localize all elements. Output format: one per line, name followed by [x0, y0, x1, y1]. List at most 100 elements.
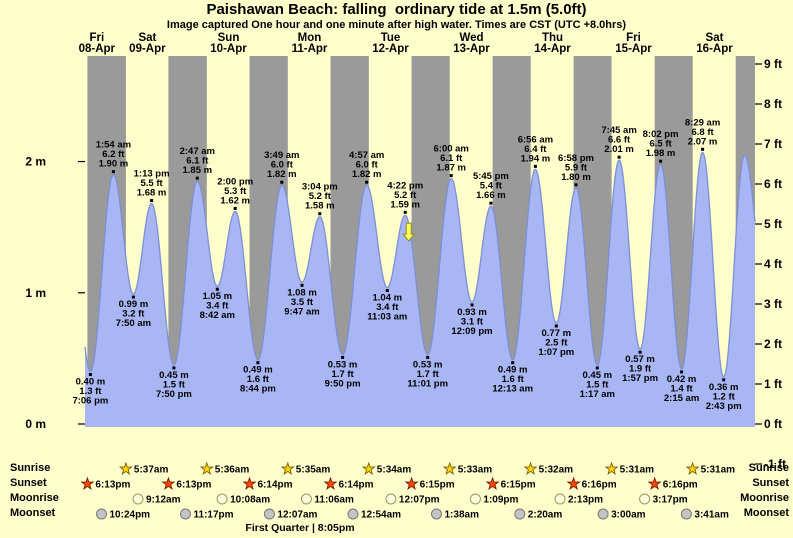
tide-extreme-dot — [195, 176, 199, 180]
tide-annotation-low: 1.7 ft — [332, 369, 355, 380]
tide-annotation-high: 6:00 am — [434, 144, 469, 155]
moonset-time: 10:24pm — [110, 510, 151, 521]
tide-annotation-high: 2:00 pm — [217, 176, 253, 187]
chart-subtitle: Image captured One hour and one minute a… — [166, 19, 627, 31]
tide-annotation-high: 3:04 pm — [302, 182, 338, 193]
tide-annotation-high: 1.62 m — [220, 195, 250, 206]
tide-annotation-low: 0.57 m — [625, 354, 655, 365]
moonrise-row-label-right: Moonrise — [740, 492, 789, 504]
tide-extreme-dot — [131, 295, 135, 299]
tide-annotation-high: 6.5 ft — [650, 139, 673, 150]
sunset-time: 6:14pm — [258, 480, 293, 491]
sunset-time: 6:13pm — [176, 480, 211, 491]
tide-annotation-high: 6:58 pm — [558, 153, 594, 164]
tide-extreme-dot — [256, 361, 260, 365]
day-label-weekday: Sat — [138, 32, 156, 44]
sunset-icon — [80, 476, 95, 491]
moonrise-time: 12:07pm — [399, 495, 440, 506]
current-time-arrow-icon — [402, 222, 416, 242]
tide-curve-line — [84, 151, 756, 378]
tide-annotation-low: 0.42 m — [667, 374, 697, 385]
moonset-icon — [347, 508, 359, 520]
moonset-time: 11:17pm — [194, 510, 234, 521]
tide-extreme-dot — [318, 212, 322, 216]
moonset-time: 3:00am — [611, 510, 646, 521]
moonrise-icon — [300, 493, 312, 505]
moonrise-time: 11:06am — [314, 495, 354, 506]
tide-extreme-dot — [111, 170, 115, 174]
tide-annotation-high: 8:02 pm — [643, 129, 679, 140]
tide-annotation-high: 2.01 m — [604, 144, 634, 155]
tide-annotation-high: 5.2 ft — [394, 190, 417, 201]
moonrise-time: 2:13pm — [568, 495, 603, 506]
sunset-time: 6:15pm — [420, 480, 455, 491]
tide-annotation-high: 4:22 pm — [387, 180, 423, 191]
tide-annotation-low: 0.49 m — [498, 365, 528, 376]
tide-annotation-low: 1:07 pm — [538, 347, 574, 358]
moonrise-time: 1:09pm — [483, 495, 518, 506]
moonset-icon — [180, 508, 191, 520]
tide-annotation-low: 2:43 pm — [706, 401, 742, 412]
tide-annotation-high: 5:45 pm — [473, 171, 509, 182]
day-label-date: 16-Apr — [696, 43, 733, 55]
tide-annotation-high: 6.1 ft — [186, 156, 209, 167]
tide-annotation-low: 3.4 ft — [206, 301, 229, 312]
tide-annotation-low: 0.53 m — [328, 359, 358, 370]
right-axis-label: 8 ft — [764, 97, 782, 111]
tide-annotation-high: 6.6 ft — [608, 135, 631, 146]
tide-annotation-low: 1.4 ft — [671, 383, 694, 394]
tide-annotation-high: 5.4 ft — [480, 181, 503, 192]
sunrise-icon — [199, 461, 214, 476]
moon-phase-text: First Quarter | 8:05pm — [245, 522, 355, 534]
tide-annotation-low: 2.5 ft — [545, 338, 568, 349]
tide-annotation-low: 11:01 pm — [407, 378, 448, 389]
tide-annotation-low: 8:42 am — [200, 310, 235, 321]
tide-annotation-high: 6.0 ft — [356, 160, 379, 171]
tide-annotation-low: 8:44 pm — [240, 384, 276, 395]
tide-annotation-high: 6.1 ft — [440, 153, 463, 164]
tide-area — [85, 152, 755, 427]
sunset-time: 6:15pm — [501, 480, 536, 491]
day-label-weekday: Thu — [542, 32, 563, 44]
tide-extreme-dot — [449, 174, 453, 178]
right-axis-label: 7 ft — [764, 137, 782, 151]
day-label-date: 09-Apr — [129, 43, 166, 55]
right-axis-label: 9 ft — [764, 57, 782, 71]
page-title: Paishawan Beach: falling ordinary tide a… — [206, 1, 587, 18]
tide-annotation-low: 1.3 ft — [79, 386, 102, 397]
tide-extreme-dot — [574, 183, 578, 187]
tide-annotation-high: 1:13 pm — [134, 169, 170, 180]
tide-annotation-low: 0.49 m — [243, 365, 273, 376]
tide-annotation-high: 1.82 m — [267, 169, 297, 180]
tide-annotation-low: 1.9 ft — [629, 364, 652, 375]
right-axis-label: 1 ft — [764, 377, 782, 391]
sunset-icon — [323, 476, 338, 491]
tide-annotation-high: 5.9 ft — [565, 162, 588, 173]
moonset-row-label-left: Moonset — [10, 507, 56, 519]
sunrise-time: 5:36am — [215, 465, 250, 476]
sunset-time: 6:14pm — [339, 480, 374, 491]
tide-extreme-dot — [470, 303, 474, 307]
tide-annotation-low: 1.5 ft — [163, 379, 186, 390]
tide-annotation-low: 1.04 m — [373, 293, 403, 304]
day-label-date: 08-Apr — [79, 43, 116, 55]
left-axis-label: 2 m — [25, 155, 46, 169]
tide-annotation-low: 1.2 ft — [713, 391, 736, 402]
tide-annotation-low: 0.93 m — [457, 307, 487, 318]
tide-annotation-low: 12:13 am — [492, 384, 533, 395]
tide-annotation-high: 5.2 ft — [309, 191, 332, 202]
moonrise-time: 9:12am — [146, 495, 181, 506]
tide-annotation-high: 6.0 ft — [271, 160, 294, 171]
tide-extreme-dot — [638, 350, 642, 354]
right-axis-label: -1 ft — [764, 457, 786, 471]
sunset-time: 6:13pm — [95, 480, 130, 491]
tide-extreme-dot — [215, 287, 219, 291]
day-label-weekday: Fri — [89, 32, 104, 44]
tide-annotation-low: 7:50 am — [116, 318, 151, 329]
moonset-time: 12:54am — [361, 510, 401, 521]
tide-annotation-high: 1.68 m — [137, 188, 167, 199]
sunset-icon — [647, 476, 662, 491]
day-label-date: 15-Apr — [615, 43, 652, 55]
tide-annotation-low: 9:50 pm — [325, 378, 361, 389]
